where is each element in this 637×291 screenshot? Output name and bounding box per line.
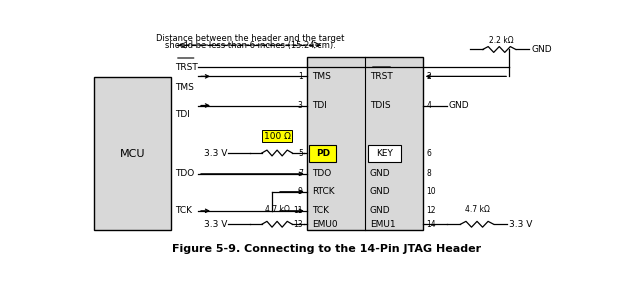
Text: 13: 13: [293, 220, 303, 229]
Text: TCK: TCK: [311, 206, 329, 215]
Text: KEY: KEY: [376, 149, 393, 158]
Text: Figure 5-9. Connecting to the 14-Pin JTAG Header: Figure 5-9. Connecting to the 14-Pin JTA…: [172, 244, 481, 254]
Bar: [368, 145, 401, 162]
Text: 12: 12: [427, 206, 436, 215]
Text: 14: 14: [427, 220, 436, 229]
Text: PD: PD: [316, 149, 330, 158]
Text: TDI: TDI: [175, 110, 190, 119]
Text: 6: 6: [427, 148, 431, 157]
Text: MCU: MCU: [120, 149, 145, 159]
Text: 2.2 kΩ: 2.2 kΩ: [489, 36, 514, 45]
Text: TDIS: TDIS: [370, 101, 390, 110]
Text: 10: 10: [427, 187, 436, 196]
Text: 4.7 kΩ: 4.7 kΩ: [264, 205, 290, 214]
Text: EMU1: EMU1: [370, 220, 396, 229]
Text: EMU0: EMU0: [311, 220, 337, 229]
Text: TCK: TCK: [175, 206, 192, 215]
Text: 3.3 V: 3.3 V: [509, 220, 533, 229]
Text: 7: 7: [298, 169, 303, 178]
Text: GND: GND: [370, 187, 390, 196]
Bar: [94, 77, 171, 230]
Text: 2: 2: [427, 72, 431, 81]
Bar: [309, 145, 336, 162]
Text: GND: GND: [531, 45, 552, 54]
Text: TDO: TDO: [175, 169, 194, 178]
Text: Distance between the header and the target: Distance between the header and the targ…: [156, 34, 344, 43]
Text: 11: 11: [293, 206, 303, 215]
Text: 3.3 V: 3.3 V: [204, 220, 228, 229]
Text: TDO: TDO: [311, 169, 331, 178]
Text: 4: 4: [427, 101, 431, 110]
Text: should be less than 6 inches (15.24 cm).: should be less than 6 inches (15.24 cm).: [164, 40, 335, 49]
Text: TMS: TMS: [175, 83, 194, 92]
Text: TRST: TRST: [370, 72, 392, 81]
Text: 3: 3: [298, 101, 303, 110]
Text: 8: 8: [427, 169, 431, 178]
Text: RTCK: RTCK: [311, 187, 334, 196]
Text: 3.3 V: 3.3 V: [204, 148, 228, 157]
Text: TDI: TDI: [311, 101, 327, 110]
Text: 100 Ω: 100 Ω: [264, 132, 290, 141]
Text: 4.7 kΩ: 4.7 kΩ: [464, 205, 489, 214]
Text: TMS: TMS: [311, 72, 331, 81]
Text: 1: 1: [298, 72, 303, 81]
Bar: [307, 57, 423, 230]
Text: GND: GND: [370, 206, 390, 215]
Text: TRST: TRST: [175, 63, 197, 72]
Text: GND: GND: [449, 101, 469, 110]
Text: GND: GND: [370, 169, 390, 178]
Text: 9: 9: [298, 187, 303, 196]
Text: 5: 5: [298, 148, 303, 157]
